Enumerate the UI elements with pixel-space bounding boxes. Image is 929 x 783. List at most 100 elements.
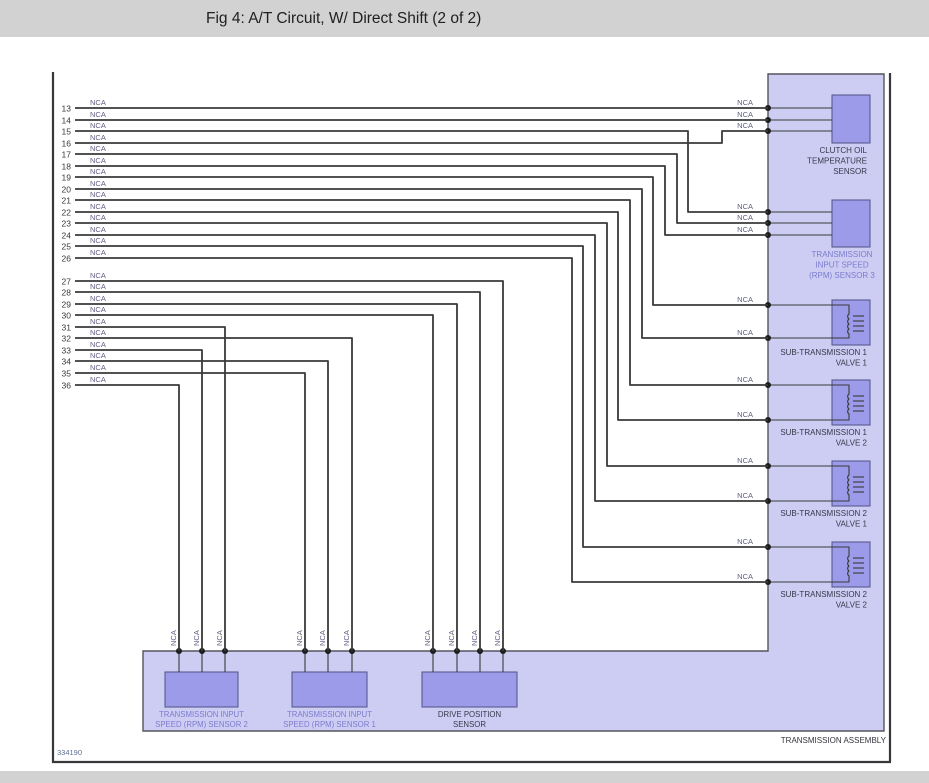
nca-label-pin-24: NCA [90,225,106,234]
transmission-input-speed-rpm-sensor-3-label: INPUT SPEED [815,261,868,270]
sub-transmission-2-valve-1-label: VALVE 1 [836,520,868,529]
nca-label-vertical: NCA [295,630,304,646]
nca-label-vertical: NCA [192,630,201,646]
solenoid-coil-sub-transmission-2-valve-2 [768,546,850,583]
transmission-input-speed-rpm-sensor-1-label: SPEED (RPM) SENSOR 1 [283,720,376,729]
transmission-input-speed-rpm-sensor-3-label: TRANSMISSION [812,250,873,259]
nca-label: NCA [737,110,753,119]
nca-label-vertical: NCA [493,630,502,646]
pin-number-35: 35 [62,369,72,379]
nca-label: NCA [737,213,753,222]
sub-transmission-1-valve-2-label: SUB-TRANSMISSION 1 [780,428,867,437]
pin-number-29: 29 [62,300,72,310]
solenoid-coil-sub-transmission-2-valve-1 [768,465,850,502]
nca-label-pin-30: NCA [90,305,106,314]
nca-label: NCA [737,537,753,546]
wire-pin-18 [75,165,768,236]
drawing-number: 334190 [57,748,83,757]
transmission-input-speed-rpm-sensor-2-label: SPEED (RPM) SENSOR 2 [155,720,248,729]
nca-label-pin-19: NCA [90,167,106,176]
nca-label: NCA [737,328,753,337]
pin-number-13: 13 [62,104,72,114]
nca-label-pin-34: NCA [90,351,106,360]
nca-label-pin-13: NCA [90,98,106,107]
nca-label: NCA [737,410,753,419]
wire-pin-23 [75,222,768,467]
diagram-frame [51,72,892,764]
wire-pin-27 [75,280,504,651]
wire-pin-32 [75,337,353,651]
pin-number-31: 31 [62,323,72,333]
nca-label-pin-29: NCA [90,294,106,303]
wire-pin-15 [75,130,768,213]
wire-pin-22 [75,211,768,421]
sub-transmission-1-valve-2-label: VALVE 2 [836,439,868,448]
pin-number-25: 25 [62,242,72,252]
pin-number-24: 24 [62,231,72,241]
clutch-oil-temperature-sensor-label: CLUTCH OIL [819,146,867,155]
wire-pin-29 [75,303,458,651]
pin-number-19: 19 [62,173,72,183]
drive-position-sensor-label: SENSOR [453,720,486,729]
nca-label: NCA [737,572,753,581]
wire-pin-26 [75,257,768,583]
clutch-oil-temperature-sensor-label: SENSOR [833,167,867,176]
wire-pin-24 [75,234,768,502]
wire-pin-25 [75,245,768,548]
transmission-assembly-region [142,73,885,732]
nca-label-pin-26: NCA [90,248,106,257]
sub-transmission-2-valve-1-box [831,460,871,507]
wire-pin-19 [75,176,768,306]
nca-label-pin-32: NCA [90,328,106,337]
clutch-oil-temperature-sensor-label: TEMPERATURE [807,157,867,166]
nca-label-pin-27: NCA [90,271,106,280]
transmission-input-speed-rpm-sensor-2-box [164,671,239,708]
pin-number-17: 17 [62,150,72,160]
drive-position-sensor-box [421,671,518,708]
figure-title-bar: Fig 4: A/T Circuit, W/ Direct Shift (2 o… [0,0,929,37]
nca-label-pin-18: NCA [90,156,106,165]
sub-transmission-2-valve-2-label: VALVE 2 [836,601,868,610]
pin-number-14: 14 [62,116,72,126]
pin-number-34: 34 [62,357,72,367]
nca-label-pin-28: NCA [90,282,106,291]
sub-transmission-2-valve-1-label: SUB-TRANSMISSION 2 [780,509,867,518]
pin-number-26: 26 [62,254,72,264]
nca-label-pin-15: NCA [90,121,106,130]
nca-label-vertical: NCA [215,630,224,646]
pin-number-21: 21 [62,196,72,206]
nca-label-pin-33: NCA [90,340,106,349]
nca-label: NCA [737,225,753,234]
transmission-input-speed-rpm-sensor-3-box [831,199,871,248]
nca-label: NCA [737,295,753,304]
wire-pin-16 [75,130,768,144]
pin-number-30: 30 [62,311,72,321]
sub-transmission-1-valve-1-label: SUB-TRANSMISSION 1 [780,348,867,357]
nca-label-vertical: NCA [318,630,327,646]
transmission-input-speed-rpm-sensor-1-box [291,671,368,708]
sub-transmission-1-valve-2-box [831,379,871,426]
nca-label-pin-17: NCA [90,144,106,153]
sub-transmission-2-valve-2-label: SUB-TRANSMISSION 2 [780,590,867,599]
nca-label-pin-21: NCA [90,190,106,199]
clutch-oil-temperature-sensor-box [831,94,871,144]
nca-label-pin-14: NCA [90,110,106,119]
nca-label-vertical: NCA [423,630,432,646]
nca-label-pin-16: NCA [90,133,106,142]
solenoid-coil-sub-transmission-1-valve-1 [768,304,850,339]
drive-position-sensor-label: DRIVE POSITION [438,710,501,719]
nca-label: NCA [737,202,753,211]
wire-pin-31 [75,326,226,651]
wire-pin-20 [75,188,768,339]
nca-label-pin-31: NCA [90,317,106,326]
pin-number-16: 16 [62,139,72,149]
nca-label: NCA [737,375,753,384]
wire-pin-34 [75,360,329,651]
wire-pin-17 [75,153,768,224]
nca-label-pin-25: NCA [90,236,106,245]
pin-number-28: 28 [62,288,72,298]
sub-transmission-1-valve-1-label: VALVE 1 [836,359,868,368]
pin-number-18: 18 [62,162,72,172]
pin-number-32: 32 [62,334,72,344]
